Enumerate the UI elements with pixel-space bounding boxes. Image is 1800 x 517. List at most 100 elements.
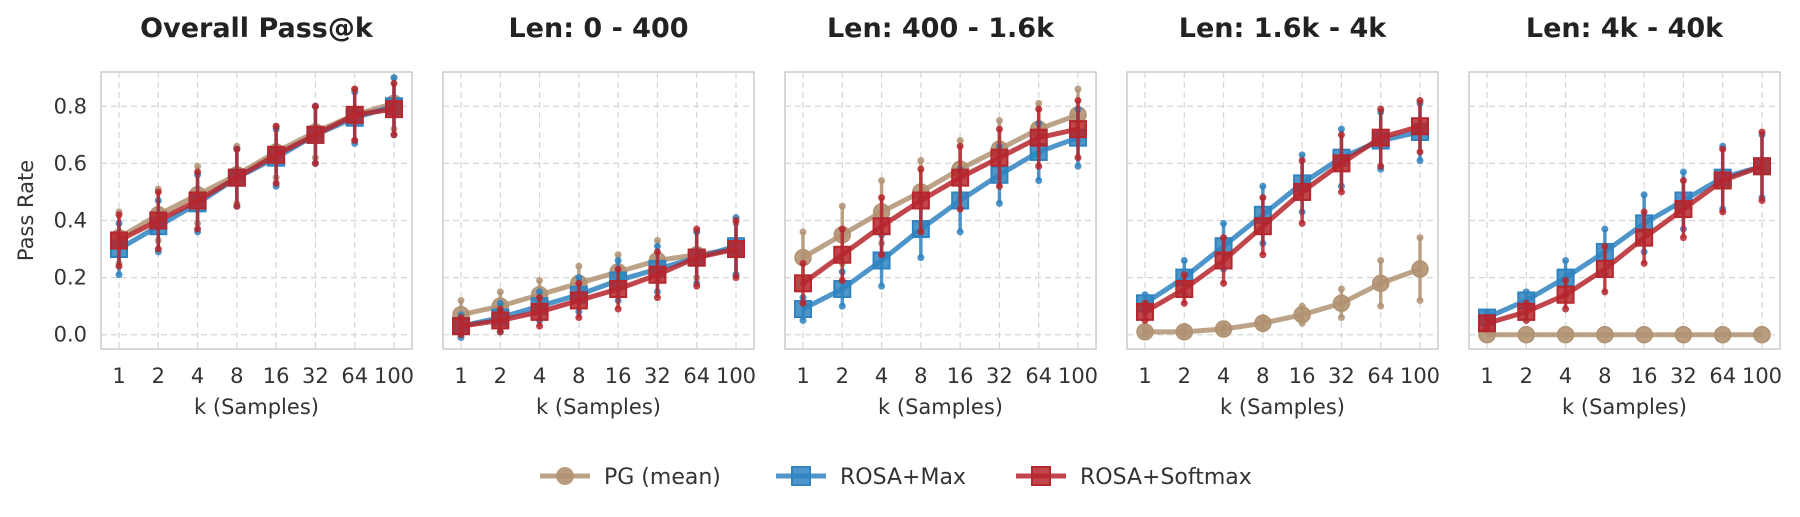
data-point — [188, 191, 207, 210]
data-point — [1411, 260, 1429, 278]
y-tick-label: 0.0 — [54, 323, 87, 347]
error-cap — [1377, 162, 1385, 170]
data-point — [345, 105, 364, 124]
error-cap — [194, 168, 202, 176]
error-cap — [390, 131, 398, 139]
error-cap — [653, 242, 661, 250]
x-tick-label: 8 — [914, 364, 927, 388]
error-cap — [1180, 271, 1188, 279]
data-point — [1214, 251, 1233, 270]
grid-lines — [101, 72, 412, 349]
legend-entry: ROSA+Softmax — [1016, 465, 1252, 490]
legend-entry: PG (mean) — [540, 465, 721, 490]
data-point — [385, 100, 403, 119]
data-point — [1753, 157, 1771, 176]
error-cap — [575, 262, 583, 270]
x-tick-label: 8 — [1598, 364, 1611, 388]
error-cap — [732, 216, 740, 224]
data-point — [1753, 325, 1771, 344]
error-cap — [194, 225, 202, 233]
x-tick-label: 4 — [191, 364, 204, 388]
error-cap — [1074, 85, 1082, 93]
error-cap — [115, 271, 123, 279]
series-rosa-softmax — [794, 97, 1087, 307]
error-cap — [995, 199, 1003, 207]
error-cap — [1035, 105, 1043, 113]
data-point — [1332, 154, 1351, 173]
error-cap — [917, 254, 925, 262]
data-point — [687, 248, 706, 267]
x-tick-label: 2 — [494, 364, 507, 388]
error-cap — [1562, 256, 1570, 264]
error-cap — [1337, 285, 1345, 293]
x-tick-label: 4 — [875, 364, 888, 388]
series-rosa-softmax — [1478, 128, 1771, 333]
error-cap — [1377, 302, 1385, 310]
error-cap — [799, 299, 807, 307]
panel-title: Len: 0 - 400 — [508, 13, 688, 44]
series-rosa-softmax — [1136, 97, 1429, 324]
x-tick-label: 16 — [605, 364, 632, 388]
data-point — [951, 168, 970, 187]
error-cap — [536, 322, 544, 330]
x-tick-label: 2 — [1178, 364, 1191, 388]
error-cap — [838, 225, 846, 233]
y-tick-label: 0.2 — [54, 266, 87, 290]
error-cap — [1758, 128, 1766, 136]
error-cap — [496, 305, 504, 313]
error-cap — [1562, 276, 1570, 284]
x-tick-label: 16 — [947, 364, 974, 388]
error-cap — [732, 274, 740, 282]
data-point — [110, 231, 128, 250]
x-tick-label: 8 — [230, 364, 243, 388]
error-cap — [878, 282, 886, 290]
error-cap — [1416, 148, 1424, 156]
data-point — [1293, 182, 1312, 201]
error-cap — [154, 245, 162, 253]
x-axis-label: k (Samples) — [536, 395, 661, 419]
legend-label: PG (mean) — [604, 465, 721, 490]
error-cap — [272, 122, 280, 130]
error-cap — [1562, 305, 1570, 313]
error-cap — [614, 265, 622, 273]
plot-area — [784, 71, 1097, 350]
error-cap — [1416, 157, 1424, 165]
data-point — [267, 145, 286, 164]
error-cap — [1074, 97, 1082, 105]
error-cap — [799, 259, 807, 267]
legend-entry: ROSA+Max — [776, 465, 966, 490]
error-cap — [536, 288, 544, 296]
error-cap — [1337, 125, 1345, 133]
error-cap — [1416, 296, 1424, 304]
x-tick-label: 32 — [1670, 364, 1697, 388]
y-tick-label: 0.6 — [54, 151, 87, 175]
error-cap — [1298, 151, 1306, 159]
error-cap — [1640, 208, 1648, 216]
error-cap — [1035, 162, 1043, 170]
x-tick-label: 8 — [1256, 364, 1269, 388]
error-cap — [351, 85, 359, 93]
data-point — [1293, 305, 1311, 324]
x-tick-label: 64 — [1367, 364, 1394, 388]
error-cap — [1337, 188, 1345, 196]
error-cap — [956, 205, 964, 213]
data-point — [1713, 171, 1732, 190]
x-tick-label: 16 — [1631, 364, 1658, 388]
data-point — [1371, 128, 1390, 147]
error-cap — [1259, 251, 1267, 259]
error-cap — [693, 282, 701, 290]
error-cap — [496, 299, 504, 307]
error-cap — [496, 288, 504, 296]
data-point — [569, 291, 588, 310]
error-cap — [496, 328, 504, 336]
error-cap — [390, 74, 398, 82]
error-cap — [1259, 194, 1267, 202]
error-cap — [1035, 177, 1043, 185]
x-tick-label: 64 — [1709, 364, 1736, 388]
data-point — [794, 274, 812, 293]
x-axis-label: k (Samples) — [1562, 395, 1687, 419]
data-point — [872, 217, 891, 236]
error-cap — [653, 248, 661, 256]
